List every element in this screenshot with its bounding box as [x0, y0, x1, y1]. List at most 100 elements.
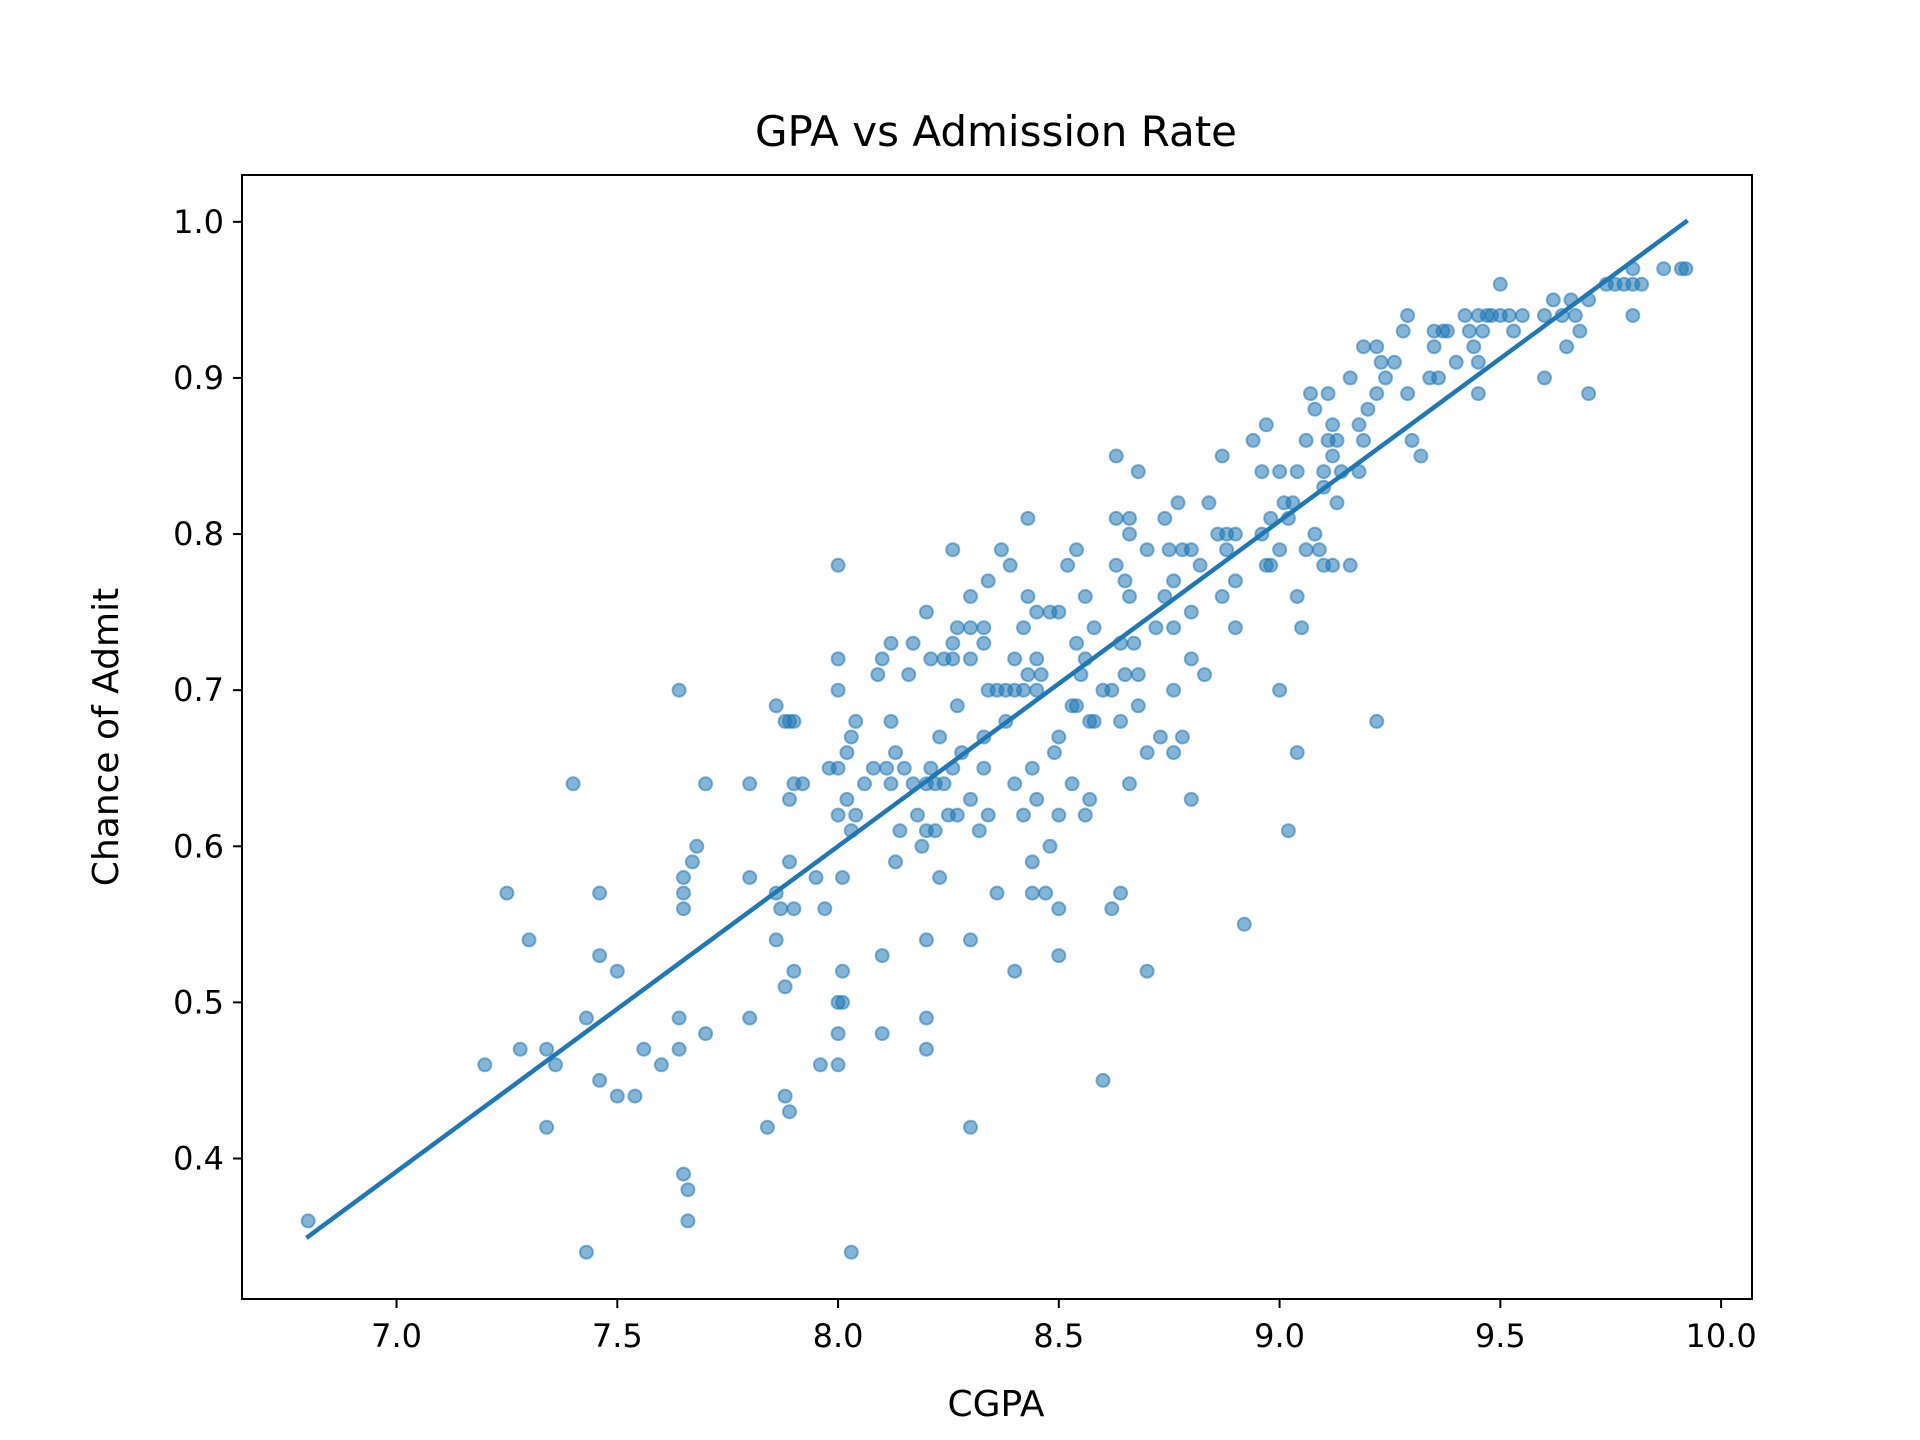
data-point	[1029, 791, 1045, 807]
data-point	[1289, 589, 1305, 604]
data-point	[1007, 651, 1023, 667]
data-point	[698, 776, 714, 792]
data-point	[1157, 510, 1173, 526]
data-point	[782, 791, 797, 807]
data-point	[1016, 807, 1031, 823]
data-point	[742, 776, 758, 792]
data-point	[1038, 885, 1054, 901]
data-point	[1325, 417, 1341, 433]
data-point	[949, 807, 965, 823]
data-point	[883, 635, 899, 651]
data-point	[1294, 620, 1310, 636]
data-point	[1280, 823, 1296, 839]
data-point	[1537, 308, 1552, 323]
data-point	[1307, 526, 1323, 542]
data-point	[1051, 948, 1067, 964]
data-point	[923, 651, 939, 667]
data-point	[676, 1166, 691, 1182]
data-point	[932, 870, 948, 885]
regression-line	[305, 218, 1689, 1240]
data-point	[1289, 745, 1305, 761]
data-point	[817, 901, 833, 917]
data-point	[1077, 589, 1093, 604]
data-point	[636, 1041, 652, 1057]
data-point	[918, 1041, 934, 1057]
x-tick-label: 9.5	[1475, 1317, 1526, 1355]
data-point	[1316, 464, 1332, 480]
data-point	[839, 791, 855, 807]
data-point	[835, 994, 850, 1010]
data-point	[300, 1213, 316, 1229]
data-point	[1130, 698, 1146, 714]
data-point	[839, 745, 855, 761]
data-point	[1139, 542, 1155, 558]
y-tick-label: 0.7	[173, 671, 224, 709]
data-point	[786, 901, 802, 917]
data-point	[1325, 557, 1341, 573]
data-point	[910, 807, 925, 823]
data-point	[1501, 308, 1517, 323]
data-point	[1117, 573, 1133, 589]
data-point	[499, 885, 515, 901]
data-point	[1258, 417, 1274, 433]
points-layer	[300, 261, 1694, 1260]
data-point	[1108, 557, 1124, 573]
data-point	[874, 651, 890, 667]
y-tick-label: 0.6	[173, 827, 224, 865]
data-point	[1139, 963, 1155, 979]
data-point	[1263, 557, 1279, 573]
data-point	[830, 807, 846, 823]
data-point	[901, 667, 917, 683]
data-point	[1656, 261, 1672, 277]
data-point	[1227, 526, 1243, 542]
data-point	[1060, 557, 1076, 573]
data-point	[1170, 495, 1186, 511]
data-point	[777, 1088, 793, 1104]
data-point	[874, 948, 890, 964]
data-point	[1272, 682, 1288, 698]
data-point	[963, 791, 978, 807]
data-point	[689, 838, 705, 854]
data-point	[980, 573, 996, 589]
data-point	[1051, 901, 1067, 917]
data-point	[539, 1041, 555, 1057]
data-point	[857, 776, 872, 792]
data-point	[976, 635, 992, 651]
data-point	[1046, 745, 1062, 761]
data-point	[1069, 635, 1084, 651]
data-point	[1020, 589, 1036, 604]
data-point	[918, 932, 934, 948]
data-point	[1369, 339, 1385, 355]
data-point	[1386, 354, 1402, 370]
data-point	[1183, 604, 1199, 620]
data-point	[782, 1104, 797, 1120]
data-point	[1506, 323, 1522, 339]
data-point	[945, 542, 961, 558]
data-point	[578, 1010, 594, 1026]
data-point	[742, 1010, 758, 1026]
data-point	[1016, 620, 1031, 636]
data-point	[963, 589, 978, 604]
data-point	[592, 885, 608, 901]
data-point	[1082, 791, 1098, 807]
data-point	[1064, 776, 1080, 792]
data-point	[676, 870, 691, 885]
data-point	[1678, 261, 1694, 277]
data-point	[1051, 604, 1067, 620]
data-point	[1537, 370, 1552, 386]
data-point	[914, 838, 930, 854]
data-point	[609, 1088, 625, 1104]
data-point	[671, 1010, 687, 1026]
data-point	[1051, 807, 1067, 823]
data-point	[1029, 604, 1045, 620]
data-point	[989, 885, 1005, 901]
data-point	[1431, 370, 1446, 386]
data-point	[1329, 432, 1345, 448]
data-point	[539, 1119, 555, 1135]
data-point	[742, 870, 758, 885]
y-tick-label: 1.0	[173, 203, 224, 241]
data-point	[609, 963, 625, 979]
data-point	[1139, 745, 1155, 761]
data-point	[945, 635, 961, 651]
data-point	[1077, 807, 1093, 823]
